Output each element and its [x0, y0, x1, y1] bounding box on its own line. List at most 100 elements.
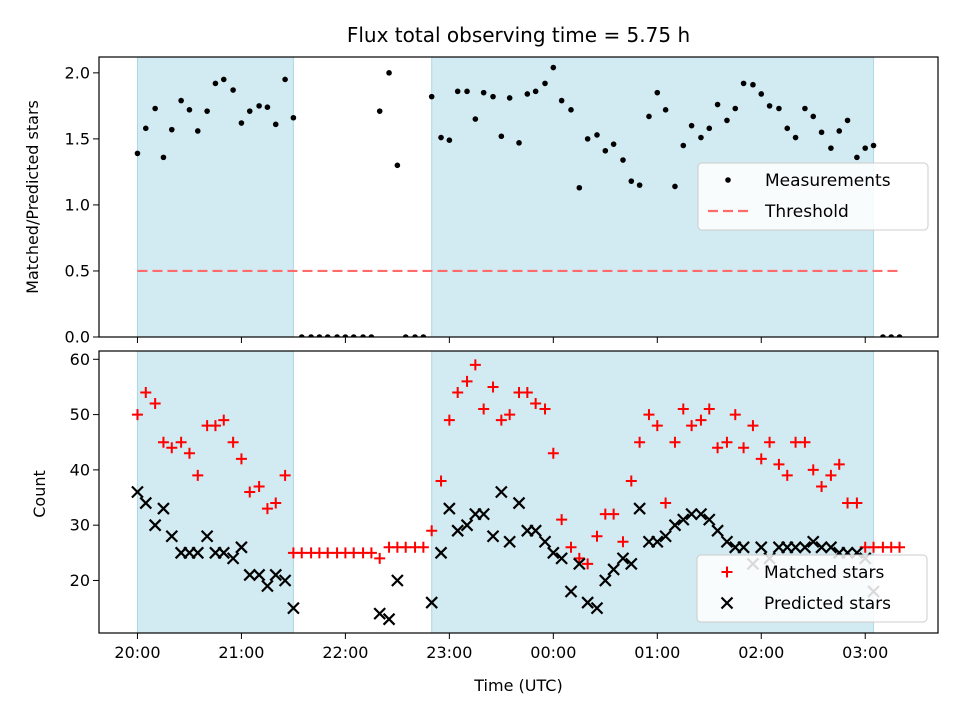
bottom-point-1-62 [660, 497, 672, 509]
bottom-point-2-25 [443, 502, 456, 515]
bottom-point-2-3 [148, 518, 162, 532]
top-y-tick-label-3: 1.0 [65, 195, 90, 214]
top-point-1-19 [290, 114, 297, 121]
bottom-point-2-44 [607, 563, 620, 576]
bottom-point-1-20 [296, 547, 308, 559]
bottom-point-2-26 [451, 524, 464, 537]
x-tick-label-2: 21:00 [218, 643, 264, 662]
bottom-point-1-13 [235, 453, 247, 465]
top-point-1-67 [706, 125, 713, 132]
bottom-point-1-75 [773, 458, 785, 470]
top-point-1-20 [298, 334, 305, 337]
top-point-1-1 [134, 150, 141, 157]
bottom-point-1-80 [816, 480, 828, 492]
top-point-1-53 [584, 136, 591, 142]
bottom-point-1-15 [253, 480, 265, 492]
top-point-1-22 [316, 334, 323, 337]
bottom-series-x [131, 485, 880, 626]
top-point-1-84 [854, 154, 860, 161]
bottom-observing-span-1 [136, 350, 294, 634]
top-y-tick-label-5: 2.0 [65, 63, 90, 82]
bottom-y-axis-label: Count [30, 470, 49, 518]
bottom-point-1-51 [565, 541, 577, 553]
bottom-point-2-9 [200, 529, 214, 543]
top-point-1-18 [282, 76, 288, 83]
bottom-point-1-61 [651, 420, 663, 432]
bottom-point-1-77 [790, 436, 802, 448]
top-point-1-78 [802, 105, 808, 112]
top-point-1-63 [672, 183, 678, 190]
bottom-point-1-57 [617, 536, 629, 548]
bottom-point-1-58 [625, 475, 637, 487]
bottom-point-1-60 [643, 409, 655, 421]
bottom-point-1-41 [478, 403, 490, 415]
top-point-1-64 [680, 142, 687, 149]
bottom-point-1-35 [426, 525, 438, 537]
bottom-point-1-59 [634, 436, 646, 448]
top-point-1-49 [550, 64, 557, 71]
bottom-point-1-6 [175, 436, 187, 448]
bottom-point-1-14 [244, 486, 256, 498]
bottom-point-2-67 [806, 535, 820, 549]
bottom-point-2-18 [278, 574, 292, 587]
bottom-point-1-84 [851, 497, 863, 509]
bottom-point-1-73 [755, 453, 767, 465]
chart-title: Flux total observing time = 5.75 h [347, 23, 690, 47]
bottom-point-2-45 [616, 552, 630, 565]
bottom-y-tick-label-2: 30 [70, 516, 90, 535]
bottom-point-1-2 [140, 386, 152, 398]
top-point-1-46 [524, 91, 531, 97]
bottom-point-2-68 [815, 541, 828, 554]
top-point-1-14 [246, 108, 253, 114]
bottom-point-2-11 [217, 546, 231, 560]
top-point-1-42 [490, 93, 496, 100]
bottom-point-1-50 [556, 514, 568, 526]
top-point-1-35 [428, 93, 435, 100]
bottom-point-2-69 [824, 541, 838, 554]
bottom-point-2-53 [685, 507, 698, 521]
x-tick-label-1: 20:00 [114, 643, 160, 662]
bottom-y-tick-label-4: 50 [70, 405, 90, 424]
bottom-point-2-36 [538, 535, 552, 549]
bottom-point-1-79 [807, 464, 819, 476]
top-point-1-38 [454, 88, 461, 95]
bottom-point-1-36 [435, 475, 447, 487]
bottom-point-2-59 [737, 541, 750, 554]
top-point-1-79 [810, 113, 817, 120]
bottom-point-1-46 [521, 386, 533, 398]
top-observing-span-1 [136, 56, 294, 338]
top-point-1-7 [186, 107, 193, 113]
top-point-1-41 [480, 89, 487, 96]
top-point-1-27 [360, 334, 366, 337]
top-point-1-39 [464, 88, 470, 95]
x-tick-label-6: 01:00 [634, 643, 680, 662]
bottom-point-2-5 [165, 529, 179, 543]
bottom-point-1-11 [218, 414, 230, 426]
bottom-point-2-29 [477, 507, 490, 521]
top-series-dot [134, 64, 903, 337]
bottom-point-2-47 [633, 502, 646, 515]
bottom-legend-frame [696, 554, 928, 623]
bottom-point-2-61 [754, 541, 768, 554]
bottom-point-1-3 [149, 398, 161, 410]
top-legend-frame [697, 162, 929, 231]
top-point-1-12 [230, 87, 236, 93]
top-point-1-62 [662, 107, 669, 113]
bottom-legend: Matched stars Predicted stars [696, 554, 928, 623]
bottom-point-2-41 [581, 596, 594, 609]
bottom-point-1-63 [669, 436, 681, 448]
top-point-1-8 [194, 128, 201, 134]
bottom-point-2-19 [287, 601, 300, 615]
bottom-point-2-54 [694, 507, 708, 521]
bottom-point-2-17 [269, 568, 283, 582]
top-y-axis-label: Matched/Predicted stars [23, 100, 42, 294]
top-point-1-76 [784, 125, 791, 132]
top-point-1-50 [558, 97, 565, 104]
top-point-1-4 [160, 154, 167, 161]
bottom-point-2-23 [425, 596, 438, 609]
bottom-point-1-16 [261, 503, 273, 515]
bottom-point-2-66 [798, 541, 812, 554]
bottom-axes-frame [98, 350, 939, 634]
top-point-1-57 [620, 157, 626, 163]
